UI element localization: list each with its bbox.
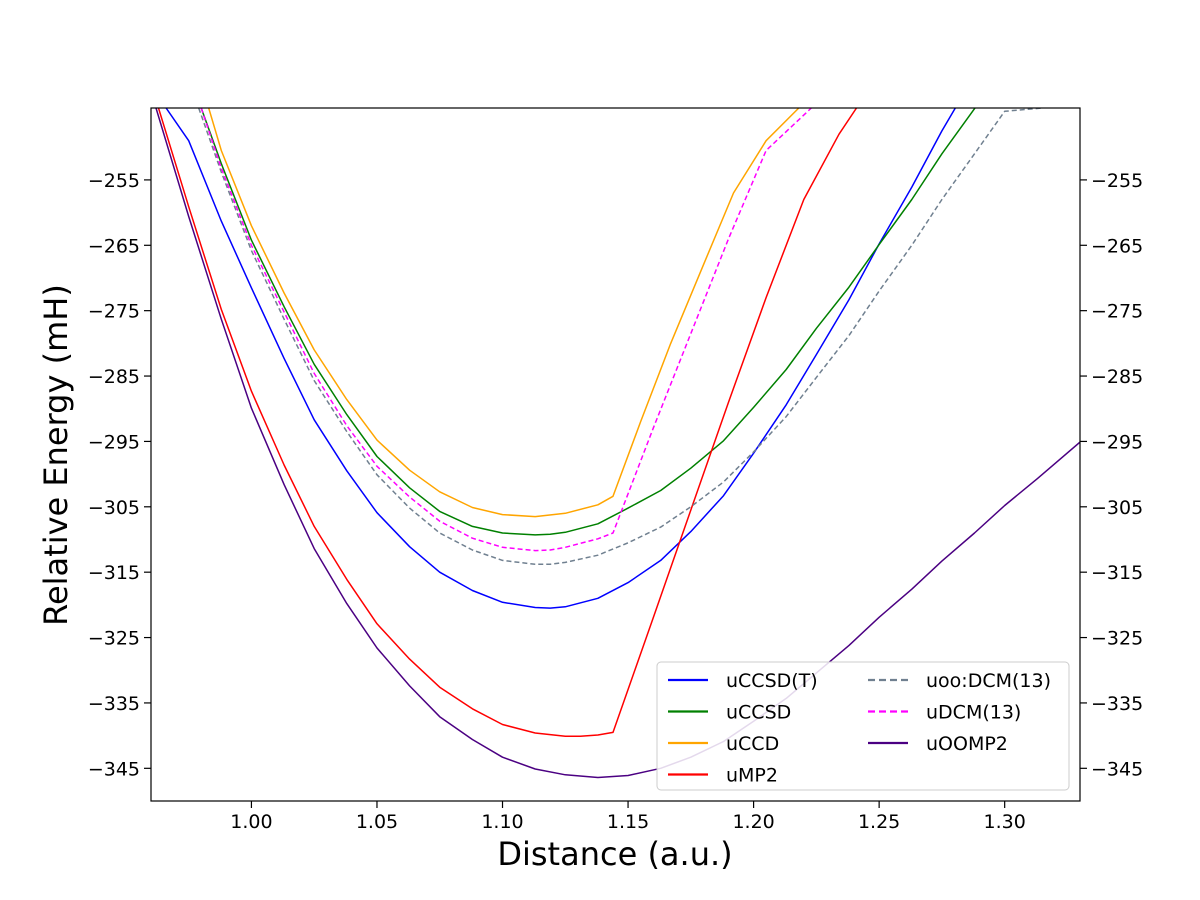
series-line-4 — [197, 108, 1043, 566]
x-axis: 1.00 1.05 1.10 1.15 1.20 1.25 1.30 — [230, 801, 1026, 833]
y-tick-label-right: −265 — [1091, 235, 1143, 257]
x-axis-label: Distance (a.u.) — [497, 835, 732, 873]
x-tick-label: 1.20 — [732, 811, 774, 833]
y-tick-label-right: −305 — [1091, 497, 1143, 519]
legend-label-2: uCCD — [726, 733, 779, 755]
y-tick-label-left: −315 — [88, 562, 140, 584]
x-tick-label: 1.05 — [356, 811, 398, 833]
legend-label-4: uoo:DCM(13) — [926, 670, 1051, 692]
series-line-0 — [165, 108, 1080, 609]
y-tick-label-right: −315 — [1091, 562, 1143, 584]
y-axis-left: −255 −265 −275 −285 −295 −305 −315 −325 −335 −345 — [88, 170, 151, 780]
y-tick-label-left: −325 — [88, 628, 140, 650]
y-tick-label-right: −345 — [1091, 758, 1143, 780]
legend-label-3: uMP2 — [726, 765, 778, 787]
x-tick-label: 1.25 — [858, 811, 900, 833]
y-tick-label-left: −285 — [88, 366, 140, 388]
y-tick-label-right: −255 — [1091, 170, 1143, 192]
series-line-2 — [207, 108, 800, 518]
x-tick-label: 1.10 — [481, 811, 523, 833]
series-line-1 — [200, 108, 1030, 536]
x-tick-label: 1.00 — [230, 811, 272, 833]
x-tick-label: 1.30 — [984, 811, 1026, 833]
plot-frame — [150, 107, 1081, 802]
y-tick-label-left: −255 — [88, 170, 140, 192]
y-axis-label: Relative Energy (mH) — [37, 284, 75, 626]
series-layer — [155, 108, 1080, 779]
legend: uCCSD(T) uCCSD uCCD uMP2 uoo:DCM(13) uDCM(13)… — [656, 661, 1070, 791]
y-tick-label-right: −275 — [1091, 301, 1143, 323]
y-tick-label-right: −325 — [1091, 628, 1143, 650]
series-line-3 — [157, 108, 858, 738]
y-axis-right: −255 −265 −275 −285 −295 −305 −315 −325 −335 −345 — [1080, 170, 1143, 780]
legend-label-1: uCCSD — [726, 702, 791, 724]
y-tick-label-right: −295 — [1091, 431, 1143, 453]
y-tick-label-right: −335 — [1091, 693, 1143, 715]
y-tick-label-left: −295 — [88, 431, 140, 453]
legend-label-0: uCCSD(T) — [726, 670, 818, 692]
x-tick-label: 1.15 — [607, 811, 649, 833]
y-tick-label-left: −345 — [88, 758, 140, 780]
y-tick-label-left: −335 — [88, 693, 140, 715]
legend-box — [656, 661, 1070, 791]
y-tick-label-right: −285 — [1091, 366, 1143, 388]
legend-label-6: uOOMP2 — [926, 733, 1008, 755]
y-tick-label-left: −305 — [88, 497, 140, 519]
y-tick-label-left: −275 — [88, 301, 140, 323]
series-line-5 — [200, 108, 812, 552]
y-tick-label-left: −265 — [88, 235, 140, 257]
legend-label-5: uDCM(13) — [926, 702, 1021, 724]
series-line-6 — [155, 108, 1080, 779]
